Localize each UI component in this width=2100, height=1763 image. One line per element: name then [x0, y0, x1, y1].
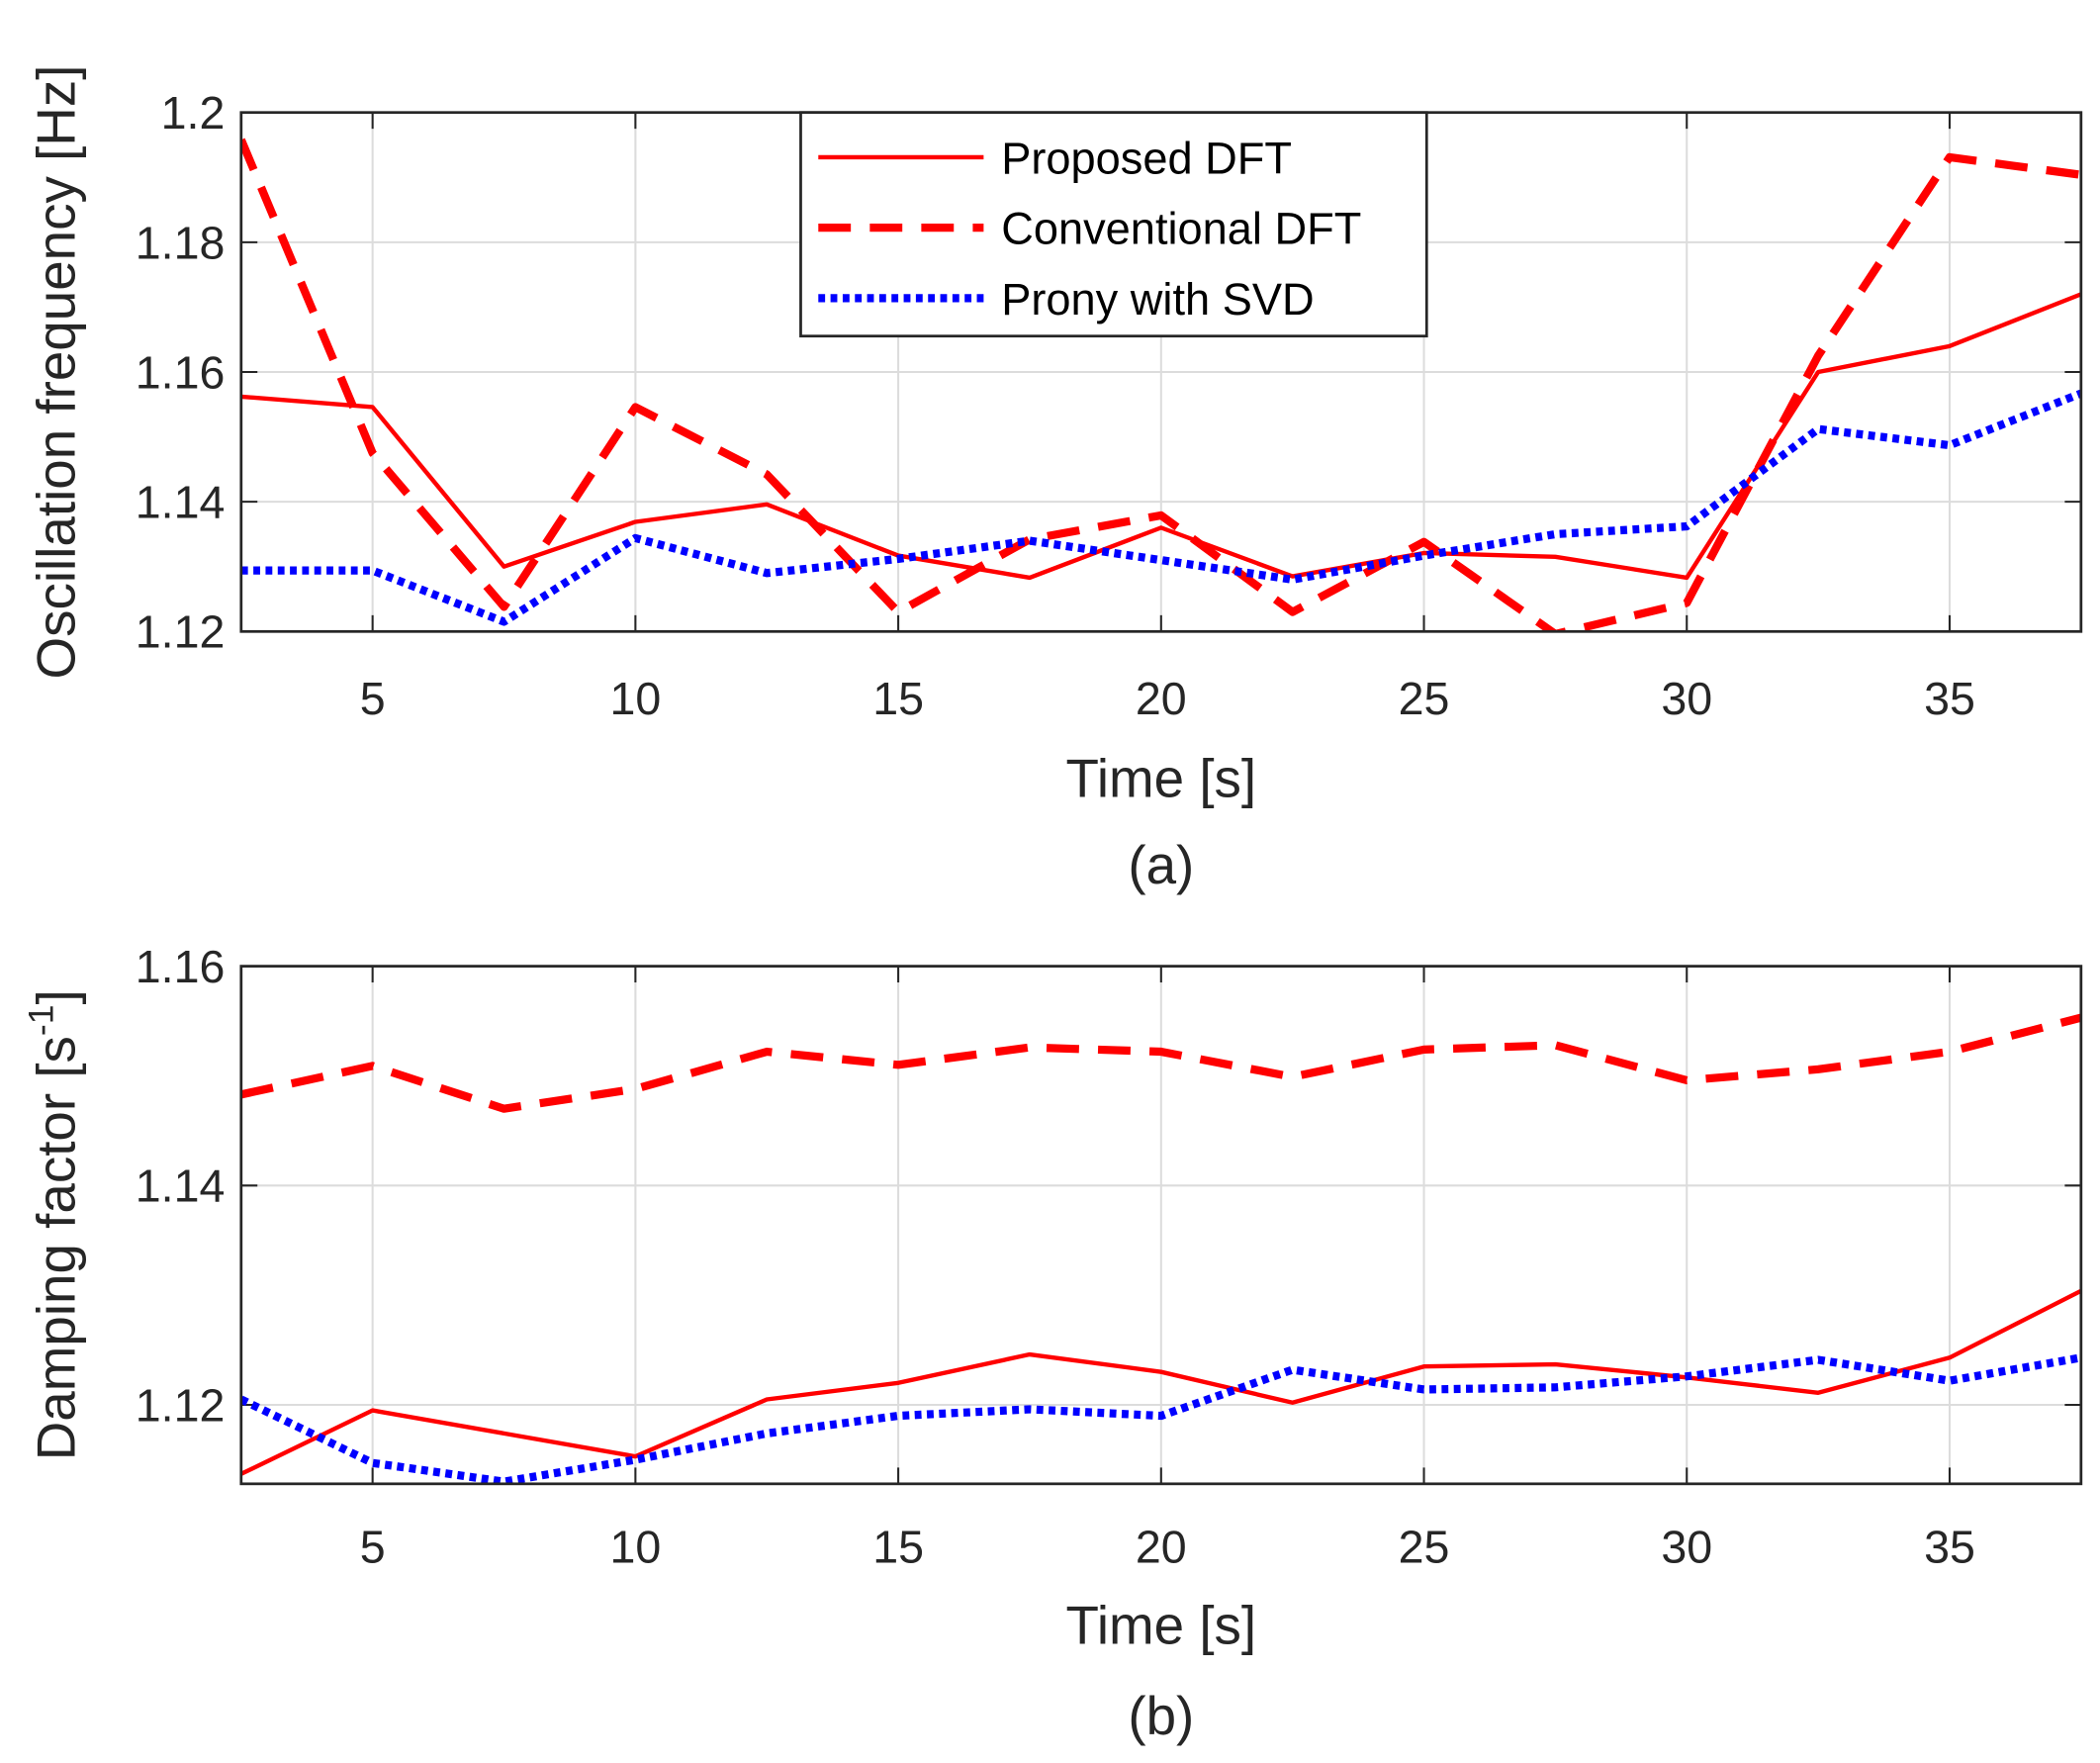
series-line-prony-with-svd: [240, 1353, 2081, 1484]
x-axis-label: Time [s]: [1065, 747, 1256, 808]
panel-caption: (a): [1128, 834, 1194, 895]
y-tick-label: 1.14: [136, 477, 226, 528]
x-tick-label: 5: [360, 673, 386, 724]
y-tick-label: 1.16: [136, 941, 226, 992]
panel-caption: (b): [1128, 1685, 1194, 1746]
y-axis-label-end: ]: [25, 989, 86, 1004]
series-line-conventional-dft: [240, 138, 2081, 632]
x-tick-label: 10: [609, 673, 661, 724]
series-line-prony-with-svd: [240, 389, 2081, 626]
x-tick-label: 10: [609, 1521, 661, 1572]
y-tick-label: 1.18: [136, 217, 226, 268]
x-tick-label: 35: [1924, 1521, 1975, 1572]
series-line-proposed-dft: [240, 1288, 2081, 1476]
y-axis-label-text: Oscillation frequency [Hz]: [25, 65, 86, 680]
x-tick-label: 15: [872, 1521, 924, 1572]
x-tick-label: 30: [1661, 673, 1712, 724]
x-axis-label: Time [s]: [1065, 1594, 1256, 1655]
y-axis-label-superscript: -1: [21, 1004, 60, 1036]
y-tick-label: 1.14: [136, 1160, 226, 1212]
panel-a-oscillation-frequency: 5 10 15 20 25 30 35 1.12 1.14 1.16 1.18 1.2 Time [s]…: [25, 65, 2083, 895]
x-tick-label: 30: [1661, 1521, 1712, 1572]
y-axis-label: Damping factor [s-1]: [21, 989, 86, 1460]
legend: Proposed DFT Conventional DFT Prony with S…: [799, 111, 1428, 338]
panel-b-damping-factor: 5 10 15 20 25 30 35 1.12 1.14 1.16 Time [s] (b) Damp…: [21, 941, 2083, 1746]
y-axis-label: Oscillation frequency [Hz]: [25, 65, 86, 680]
x-tick-label: 15: [872, 673, 924, 724]
y-tick-label: 1.12: [136, 1379, 226, 1431]
y-tick-label: 1.16: [136, 346, 226, 398]
x-tick-label: 5: [360, 1521, 386, 1572]
x-tick-label: 25: [1399, 1521, 1450, 1572]
legend-entry: Conventional DFT: [1001, 204, 1361, 254]
x-tick-label: 35: [1924, 673, 1975, 724]
x-tick-label: 20: [1136, 673, 1187, 724]
y-axis-label-text: Damping factor [s: [25, 1036, 86, 1460]
x-tick-label: 25: [1399, 673, 1450, 724]
y-tick-label: 1.2: [161, 87, 226, 139]
axes-box: [239, 965, 2083, 1486]
x-tick-label: 20: [1136, 1521, 1187, 1572]
y-tick-label: 1.12: [136, 606, 226, 658]
series-line-conventional-dft: [240, 1013, 2081, 1113]
legend-entry: Proposed DFT: [1001, 133, 1292, 183]
legend-entry: Prony with SVD: [1001, 274, 1314, 325]
